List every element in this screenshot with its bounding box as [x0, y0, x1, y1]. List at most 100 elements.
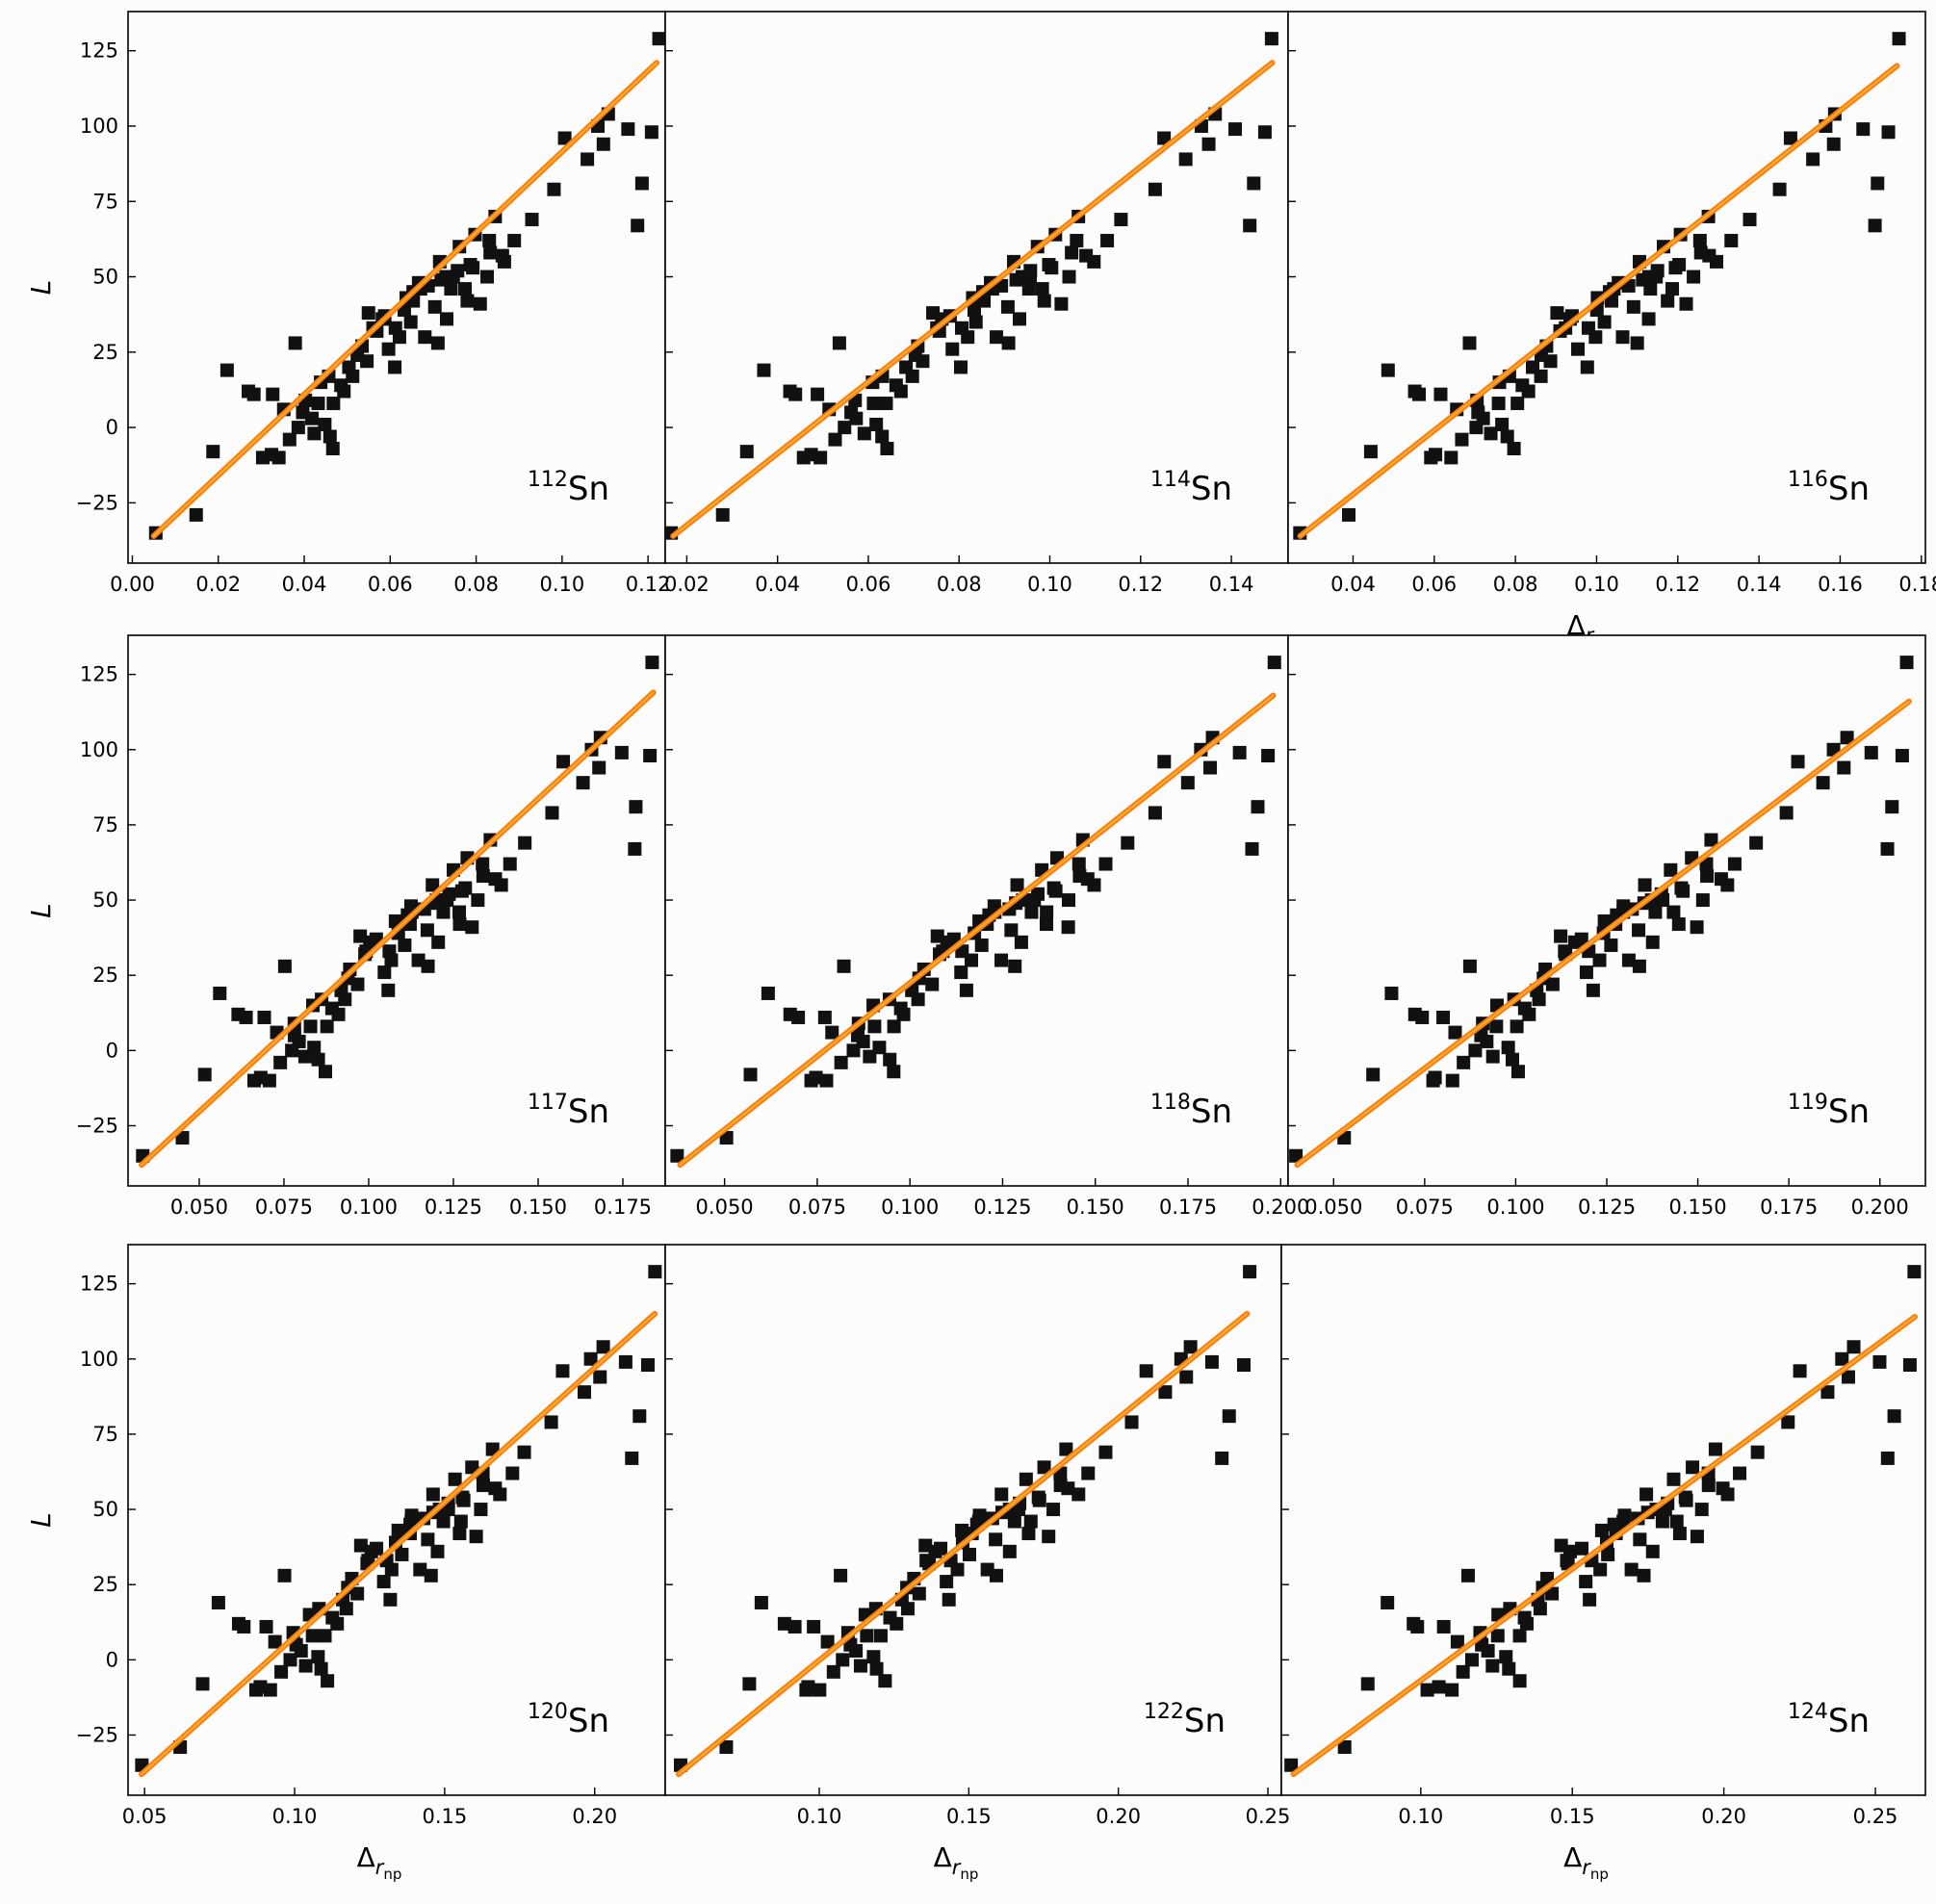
data-point [1476, 411, 1490, 425]
data-point [1460, 1568, 1475, 1582]
data-point [838, 421, 852, 435]
isotope-label: 124Sn [1788, 1700, 1870, 1740]
data-point [1846, 1340, 1861, 1354]
y-tick-label: 50 [92, 1498, 118, 1521]
data-point [1840, 731, 1854, 745]
isotope-symbol: Sn [1828, 1702, 1870, 1740]
fit-line-highlight [1296, 701, 1910, 1166]
data-point [990, 330, 1004, 345]
data-point [1426, 1073, 1440, 1088]
data-point [1201, 137, 1216, 151]
data-point [175, 1130, 190, 1145]
data-point [796, 450, 811, 465]
data-point [195, 1677, 210, 1691]
data-point [277, 1568, 292, 1582]
data-point [837, 959, 851, 973]
data-point [277, 959, 292, 973]
data-point [454, 884, 469, 898]
isotope-mass: 116 [1788, 468, 1828, 492]
isotope-symbol: Sn [568, 470, 609, 508]
x-tick-label: 0.100 [340, 1196, 398, 1219]
data-point [453, 1514, 468, 1529]
data-point [968, 315, 983, 329]
y-axis-label: L [25, 280, 57, 296]
data-point [577, 1385, 591, 1400]
data-point [1791, 755, 1805, 769]
fit-line-highlight [153, 62, 658, 537]
x-tick-label: 0.06 [1411, 573, 1457, 596]
data-point [860, 1629, 874, 1643]
data-point [469, 1530, 483, 1544]
panel-120sn: −25 0 25 50 75 100 125 0.05 0.10 0.15 0.20 120Sn L Δr… [25, 1244, 666, 1883]
data-point [761, 986, 775, 1000]
data-point [1407, 384, 1422, 399]
data-point [1512, 1629, 1527, 1643]
data-point [1558, 944, 1572, 959]
data-point [1501, 1041, 1515, 1055]
data-point [189, 507, 203, 522]
x-tick-label: 0.200 [1252, 1196, 1309, 1219]
data-point [1121, 836, 1135, 850]
data-point [1649, 270, 1664, 284]
x-tick-label: 0.200 [1851, 1196, 1909, 1219]
fit-line-highlight [141, 691, 655, 1166]
data-point [503, 857, 517, 871]
y-tick-label: 125 [80, 1273, 118, 1296]
y-tick-label: 25 [92, 1573, 118, 1596]
data-point [1554, 929, 1568, 943]
data-point [1183, 1340, 1198, 1354]
data-point [893, 384, 908, 399]
data-point [259, 1619, 273, 1634]
panel-118sn: 0.050 0.075 0.100 0.125 0.150 0.175 0.200 118Sn [664, 634, 1309, 1219]
isotope-mass: 114 [1150, 468, 1191, 492]
data-point [828, 432, 842, 447]
data-point [1621, 953, 1636, 967]
data-point [1676, 884, 1691, 898]
data-point [989, 1532, 1003, 1547]
data-point [1507, 442, 1521, 456]
x-tick-label: 0.125 [973, 1196, 1031, 1219]
x-tick-label: 0.125 [425, 1196, 482, 1219]
data-point [1444, 450, 1458, 465]
y-axis-label: L [25, 903, 57, 918]
data-point [1007, 1514, 1021, 1529]
data-point [887, 1065, 901, 1079]
panel-124sn: 0.10 0.15 0.20 0.25 124Sn Δrnp [1280, 1244, 1926, 1883]
x-tick-label: 0.06 [368, 573, 413, 596]
data-point [743, 1068, 758, 1082]
data-point [505, 1466, 520, 1480]
data-point [1639, 1487, 1654, 1502]
data-point [544, 1415, 558, 1429]
x-tick-label: 0.16 [1818, 573, 1863, 596]
data-point [1251, 800, 1265, 814]
data-point [1021, 282, 1036, 296]
x-tick-label: 0.050 [696, 1196, 754, 1219]
data-point [1228, 122, 1243, 137]
isotope-symbol: Sn [568, 1093, 609, 1131]
data-point [381, 342, 396, 356]
data-point [1445, 1073, 1459, 1088]
data-point [1607, 1517, 1621, 1531]
isotope-label: 112Sn [528, 468, 609, 508]
x-tick-label: 0.04 [755, 573, 800, 596]
data-point [231, 1616, 245, 1631]
data-point [1080, 872, 1095, 887]
data-point [832, 336, 846, 350]
data-point [1455, 432, 1469, 447]
data-point [1899, 656, 1914, 670]
x-tick-label: 0.075 [255, 1196, 313, 1219]
data-point [436, 1514, 451, 1529]
data-point [458, 282, 473, 296]
data-point [1001, 336, 1016, 350]
data-point [1019, 1472, 1033, 1486]
data-point [1010, 878, 1024, 892]
data-point [446, 270, 460, 284]
data-point [1490, 1629, 1505, 1643]
data-point [1687, 270, 1701, 284]
data-point [950, 1562, 965, 1577]
data-point [476, 1479, 490, 1493]
fit-line-highlight [1292, 1316, 1916, 1775]
data-point [581, 152, 595, 167]
data-point [1550, 306, 1564, 321]
data-point [350, 347, 365, 362]
